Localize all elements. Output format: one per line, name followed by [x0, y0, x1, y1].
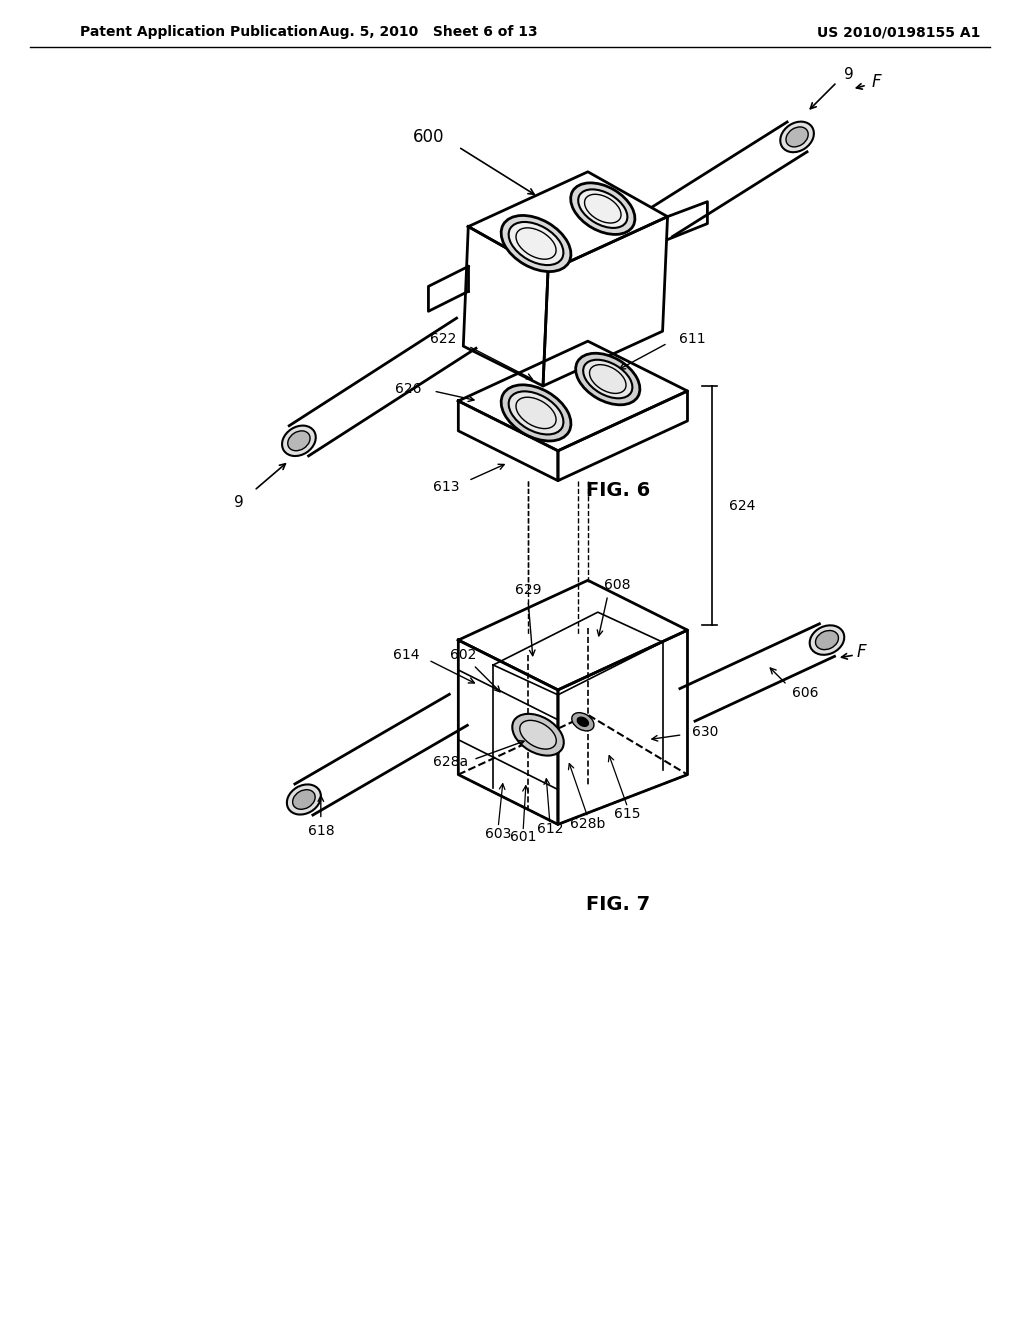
Ellipse shape [293, 789, 315, 809]
Ellipse shape [509, 222, 563, 265]
Text: 608: 608 [604, 578, 631, 593]
Text: 615: 615 [614, 808, 641, 821]
Text: 626: 626 [395, 381, 422, 396]
Text: Patent Application Publication: Patent Application Publication [80, 25, 317, 40]
Text: F: F [872, 73, 882, 91]
Ellipse shape [578, 717, 589, 726]
Text: FIG. 7: FIG. 7 [586, 895, 650, 913]
Text: 606: 606 [792, 686, 818, 700]
Ellipse shape [579, 189, 628, 228]
Text: 614: 614 [393, 648, 420, 663]
Text: 630: 630 [692, 725, 719, 739]
Ellipse shape [810, 626, 844, 655]
Text: 628b: 628b [570, 817, 605, 832]
Ellipse shape [287, 784, 321, 814]
Text: 9: 9 [234, 495, 244, 510]
Ellipse shape [575, 354, 640, 405]
Ellipse shape [288, 430, 310, 450]
Ellipse shape [501, 385, 571, 441]
Text: FIG. 6: FIG. 6 [586, 480, 650, 500]
Text: 602: 602 [451, 648, 476, 663]
Ellipse shape [786, 127, 808, 147]
Text: 603: 603 [485, 828, 511, 841]
Ellipse shape [501, 215, 571, 272]
Text: US 2010/0198155 A1: US 2010/0198155 A1 [817, 25, 980, 40]
Ellipse shape [512, 714, 564, 755]
Text: 613: 613 [433, 479, 460, 494]
Text: 629: 629 [515, 583, 542, 597]
Ellipse shape [815, 631, 839, 649]
Ellipse shape [509, 391, 563, 434]
Text: 628a: 628a [433, 755, 468, 768]
Ellipse shape [520, 721, 556, 748]
Text: 600: 600 [413, 128, 444, 147]
Ellipse shape [583, 360, 633, 399]
Text: 611: 611 [679, 333, 706, 346]
Text: F: F [857, 643, 866, 661]
Ellipse shape [570, 183, 635, 235]
Text: 618: 618 [307, 825, 334, 838]
Text: 601: 601 [510, 830, 537, 845]
Text: Aug. 5, 2010   Sheet 6 of 13: Aug. 5, 2010 Sheet 6 of 13 [319, 25, 538, 40]
Ellipse shape [571, 713, 594, 731]
Text: 624: 624 [729, 499, 756, 512]
Text: 9: 9 [844, 66, 854, 82]
Ellipse shape [282, 425, 315, 455]
Text: 612: 612 [537, 822, 563, 837]
Text: 622: 622 [430, 333, 457, 346]
Ellipse shape [780, 121, 814, 152]
